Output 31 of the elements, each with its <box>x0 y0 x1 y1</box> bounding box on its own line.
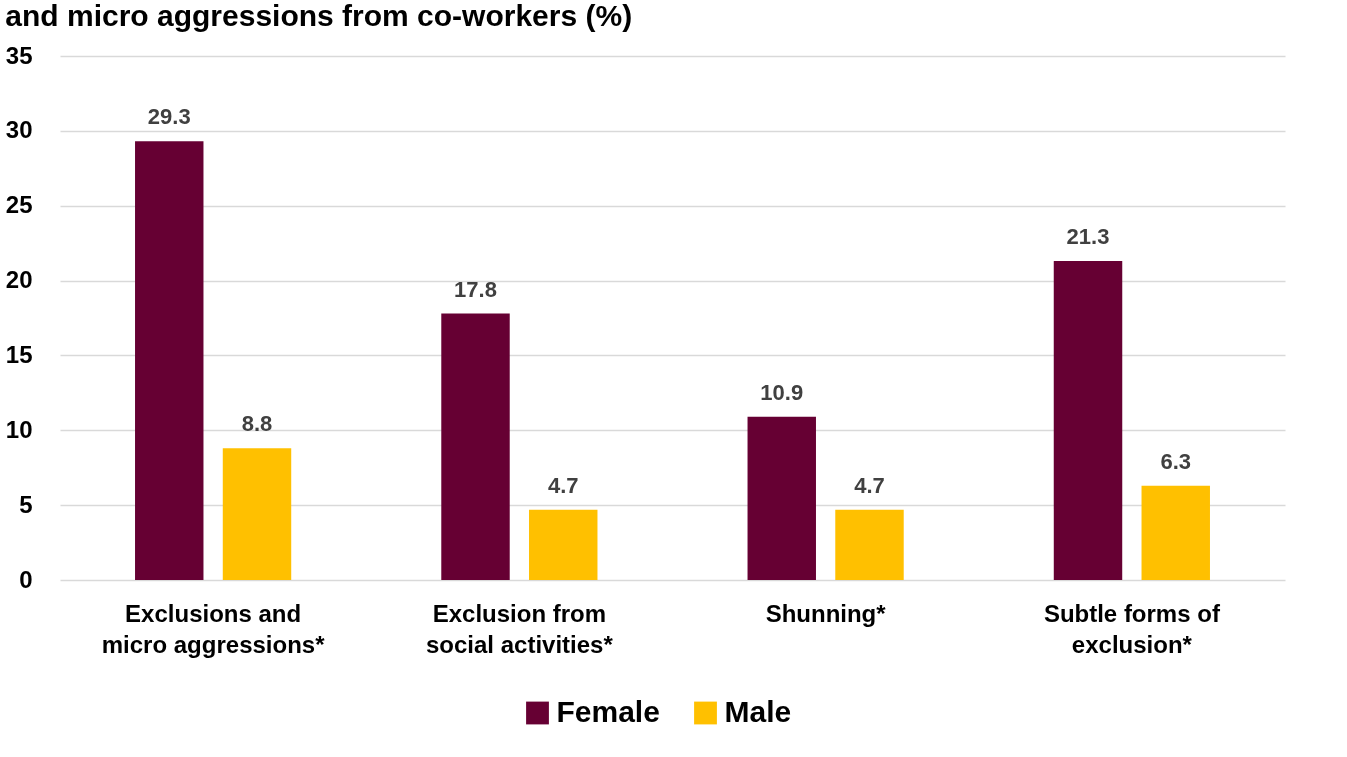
data-label: 6.3 <box>1160 448 1192 474</box>
x-tick-label: Exclusions and micro aggressions* <box>101 599 326 658</box>
data-label: 10.9 <box>760 379 804 405</box>
bar <box>1141 485 1210 580</box>
bar <box>835 509 904 580</box>
x-tick-label: Exclusion from social activities* <box>425 599 614 658</box>
chart-title: and micro aggressions from co-workers (%) <box>5 0 633 32</box>
y-tick-label: 5 <box>19 490 33 518</box>
data-label: 29.3 <box>147 104 191 130</box>
y-tick-label: 25 <box>5 191 33 219</box>
y-tick-label: 35 <box>5 41 33 69</box>
y-tick-label: 10 <box>5 415 33 443</box>
bar <box>529 509 598 580</box>
bar <box>1053 261 1123 580</box>
y-tick-label: 0 <box>19 565 33 593</box>
bar <box>441 313 510 580</box>
legend-label: Female <box>556 695 660 728</box>
y-tick-label: 30 <box>5 116 33 144</box>
bar <box>222 448 292 580</box>
data-label: 4.7 <box>854 472 885 498</box>
data-label: 4.7 <box>547 472 579 498</box>
data-label: 21.3 <box>1066 224 1110 250</box>
x-tick-label: Shunning* <box>765 599 887 627</box>
y-tick-label: 20 <box>5 266 33 294</box>
x-tick-label: Subtle forms of exclusion* <box>1043 599 1221 658</box>
y-tick-label: 15 <box>5 340 33 368</box>
bar <box>135 141 204 580</box>
legend-label: Male <box>724 695 792 728</box>
bar <box>747 416 816 580</box>
data-label: 8.8 <box>241 411 273 437</box>
data-label: 17.8 <box>454 276 497 302</box>
